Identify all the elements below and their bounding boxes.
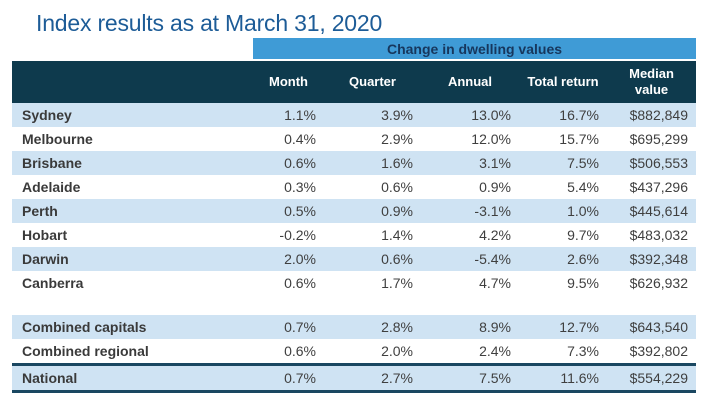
cell-total-return: 7.5% xyxy=(519,151,607,175)
cell-label: Sydney xyxy=(12,103,253,127)
page-title: Index results as at March 31, 2020 xyxy=(36,10,383,36)
cell-median-value: $626,932 xyxy=(607,271,697,295)
cell-annual: -3.1% xyxy=(421,199,519,223)
cell-total-return: 9.5% xyxy=(519,271,607,295)
column-header-blank xyxy=(12,60,253,103)
cell-median-value: $882,849 xyxy=(607,103,697,127)
row-combined-capitals: Combined capitals 0.7% 2.8% 8.9% 12.7% $… xyxy=(12,315,697,339)
cell-annual: 13.0% xyxy=(421,103,519,127)
cell-month: 0.6% xyxy=(253,271,324,295)
cell-quarter: 2.9% xyxy=(324,127,421,151)
row-darwin: Darwin 2.0% 0.6% -5.4% 2.6% $392,348 xyxy=(12,247,697,271)
row-perth: Perth 0.5% 0.9% -3.1% 1.0% $445,614 xyxy=(12,199,697,223)
row-national: National 0.7% 2.7% 7.5% 11.6% $554,229 xyxy=(12,363,697,393)
cell-quarter: 1.6% xyxy=(324,151,421,175)
row-hobart: Hobart -0.2% 1.4% 4.2% 9.7% $483,032 xyxy=(12,223,697,247)
cell-annual: 8.9% xyxy=(421,315,519,339)
cell-label: Brisbane xyxy=(12,151,253,175)
cell-label: Adelaide xyxy=(12,175,253,199)
row-adelaide: Adelaide 0.3% 0.6% 0.9% 5.4% $437,296 xyxy=(12,175,697,199)
index-results-table: Change in dwelling values Month Quarter … xyxy=(12,38,697,393)
banner-row: Change in dwelling values xyxy=(12,38,697,61)
cell-median-value: $437,296 xyxy=(607,175,697,199)
cell-total-return: 5.4% xyxy=(519,175,607,199)
cell-quarter: 1.4% xyxy=(324,223,421,247)
cell-annual: -5.4% xyxy=(421,247,519,271)
cell-total-return: 12.7% xyxy=(519,315,607,339)
row-sydney: Sydney 1.1% 3.9% 13.0% 16.7% $882,849 xyxy=(12,103,697,127)
cell-month: 2.0% xyxy=(253,247,324,271)
cell-quarter: 2.0% xyxy=(324,339,421,365)
column-header-quarter: Quarter xyxy=(324,60,421,103)
cell-label: Perth xyxy=(12,199,253,223)
cell-quarter: 0.9% xyxy=(324,199,421,223)
cell-total-return: 9.7% xyxy=(519,223,607,247)
column-header-annual: Annual xyxy=(421,60,519,103)
cell-quarter: 0.6% xyxy=(324,175,421,199)
cell-median-value: $445,614 xyxy=(607,199,697,223)
cell-label: National xyxy=(12,363,253,393)
cell-label: Combined capitals xyxy=(12,315,253,339)
cell-label: Hobart xyxy=(12,223,253,247)
row-melbourne: Melbourne 0.4% 2.9% 12.0% 15.7% $695,299 xyxy=(12,127,697,151)
cell-month: 1.1% xyxy=(253,103,324,127)
cell-month: 0.5% xyxy=(253,199,324,223)
cell-total-return: 1.0% xyxy=(519,199,607,223)
cell-quarter: 1.7% xyxy=(324,271,421,295)
cell-label: Canberra xyxy=(12,271,253,295)
cell-total-return: 7.3% xyxy=(519,339,607,365)
row-brisbane: Brisbane 0.6% 1.6% 3.1% 7.5% $506,553 xyxy=(12,151,697,175)
cell-label: Melbourne xyxy=(12,127,253,151)
cell-annual: 4.2% xyxy=(421,223,519,247)
cell-label: Darwin xyxy=(12,247,253,271)
column-header-median-value: Median value xyxy=(607,60,697,103)
cell-annual: 7.5% xyxy=(421,363,519,393)
banner-spacer xyxy=(12,38,253,61)
banner-change-in-dwelling-values: Change in dwelling values xyxy=(253,38,697,61)
column-header-month: Month xyxy=(253,60,324,103)
cell-month: -0.2% xyxy=(253,223,324,247)
cell-quarter: 0.6% xyxy=(324,247,421,271)
cell-median-value: $643,540 xyxy=(607,315,697,339)
cell-month: 0.6% xyxy=(253,151,324,175)
cell-month: 0.6% xyxy=(253,339,324,365)
cell-annual: 3.1% xyxy=(421,151,519,175)
cell-label: Combined regional xyxy=(12,339,253,365)
column-header-total-return: Total return xyxy=(519,60,607,103)
cell-month: 0.4% xyxy=(253,127,324,151)
cell-month: 0.7% xyxy=(253,315,324,339)
cell-median-value: $554,229 xyxy=(607,363,697,393)
cell-annual: 2.4% xyxy=(421,339,519,365)
cell-month: 0.3% xyxy=(253,175,324,199)
cell-total-return: 16.7% xyxy=(519,103,607,127)
cell-total-return: 11.6% xyxy=(519,363,607,393)
cell-month: 0.7% xyxy=(253,363,324,393)
cell-quarter: 3.9% xyxy=(324,103,421,127)
spacer-cell xyxy=(12,295,697,315)
row-canberra: Canberra 0.6% 1.7% 4.7% 9.5% $626,932 xyxy=(12,271,697,295)
cell-median-value: $506,553 xyxy=(607,151,697,175)
cell-total-return: 15.7% xyxy=(519,127,607,151)
cell-median-value: $483,032 xyxy=(607,223,697,247)
cell-median-value: $392,802 xyxy=(607,339,697,365)
cell-quarter: 2.8% xyxy=(324,315,421,339)
cell-median-value: $695,299 xyxy=(607,127,697,151)
cell-quarter: 2.7% xyxy=(324,363,421,393)
column-header-row: Month Quarter Annual Total return Median… xyxy=(12,60,697,103)
group-spacer xyxy=(12,295,697,315)
cell-median-value: $392,348 xyxy=(607,247,697,271)
cell-total-return: 2.6% xyxy=(519,247,607,271)
cell-annual: 12.0% xyxy=(421,127,519,151)
cell-annual: 4.7% xyxy=(421,271,519,295)
cell-annual: 0.9% xyxy=(421,175,519,199)
row-combined-regional: Combined regional 0.6% 2.0% 2.4% 7.3% $3… xyxy=(12,339,697,365)
